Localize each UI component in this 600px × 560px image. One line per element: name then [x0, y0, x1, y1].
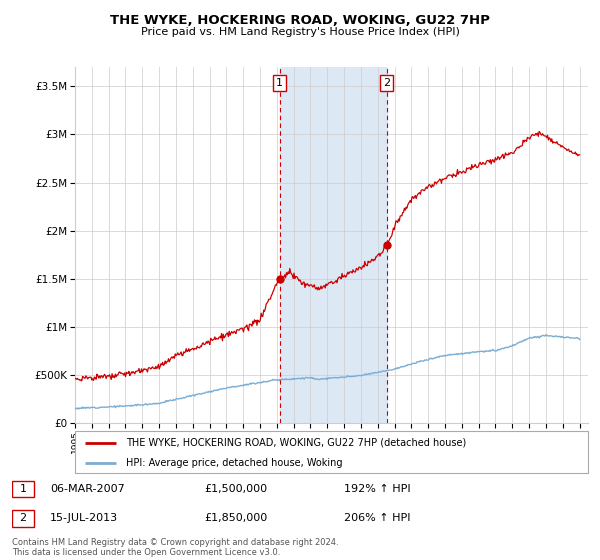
- Text: THE WYKE, HOCKERING ROAD, WOKING, GU22 7HP (detached house): THE WYKE, HOCKERING ROAD, WOKING, GU22 7…: [127, 438, 467, 448]
- Text: HPI: Average price, detached house, Woking: HPI: Average price, detached house, Woki…: [127, 458, 343, 468]
- Text: £1,500,000: £1,500,000: [204, 484, 267, 494]
- FancyBboxPatch shape: [75, 431, 588, 473]
- Text: 15-JUL-2013: 15-JUL-2013: [50, 514, 118, 524]
- Text: 1: 1: [20, 484, 26, 494]
- Text: 1: 1: [276, 78, 283, 88]
- Text: 192% ↑ HPI: 192% ↑ HPI: [344, 484, 410, 494]
- Text: THE WYKE, HOCKERING ROAD, WOKING, GU22 7HP: THE WYKE, HOCKERING ROAD, WOKING, GU22 7…: [110, 14, 490, 27]
- Text: 206% ↑ HPI: 206% ↑ HPI: [344, 514, 410, 524]
- FancyBboxPatch shape: [12, 510, 34, 526]
- Text: 2: 2: [19, 514, 26, 524]
- Text: Contains HM Land Registry data © Crown copyright and database right 2024.
This d: Contains HM Land Registry data © Crown c…: [12, 538, 338, 557]
- Text: 06-MAR-2007: 06-MAR-2007: [50, 484, 125, 494]
- Text: £1,850,000: £1,850,000: [204, 514, 268, 524]
- Text: Price paid vs. HM Land Registry's House Price Index (HPI): Price paid vs. HM Land Registry's House …: [140, 27, 460, 37]
- Bar: [280, 67, 387, 423]
- FancyBboxPatch shape: [12, 480, 34, 497]
- Text: 2: 2: [383, 78, 391, 88]
